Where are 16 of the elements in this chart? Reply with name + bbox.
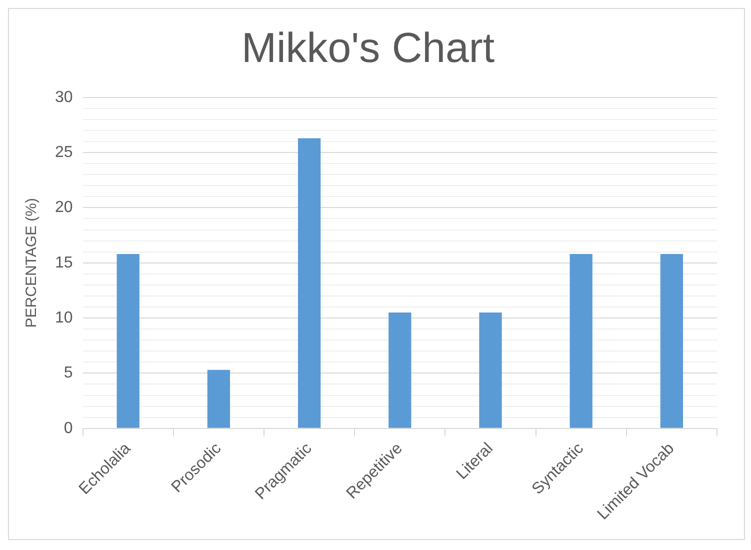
y-tick-label: 25	[55, 144, 73, 161]
bar	[298, 138, 321, 428]
y-tick-label: 10	[55, 309, 73, 326]
y-tick-label: 30	[55, 88, 73, 106]
bar	[116, 254, 140, 428]
bar	[207, 370, 230, 428]
y-tick-label: 20	[55, 199, 73, 216]
y-tick-label: 0	[64, 420, 73, 437]
bar	[388, 312, 412, 428]
y-tick-label: 15	[55, 254, 73, 272]
y-axis-title: PERCENTAGE (%)	[23, 198, 40, 328]
bar	[660, 254, 684, 428]
y-tick-label: 5	[64, 364, 73, 382]
chart-title: Mikko's Chart	[241, 24, 495, 71]
bar	[479, 312, 502, 428]
bar	[570, 254, 592, 428]
